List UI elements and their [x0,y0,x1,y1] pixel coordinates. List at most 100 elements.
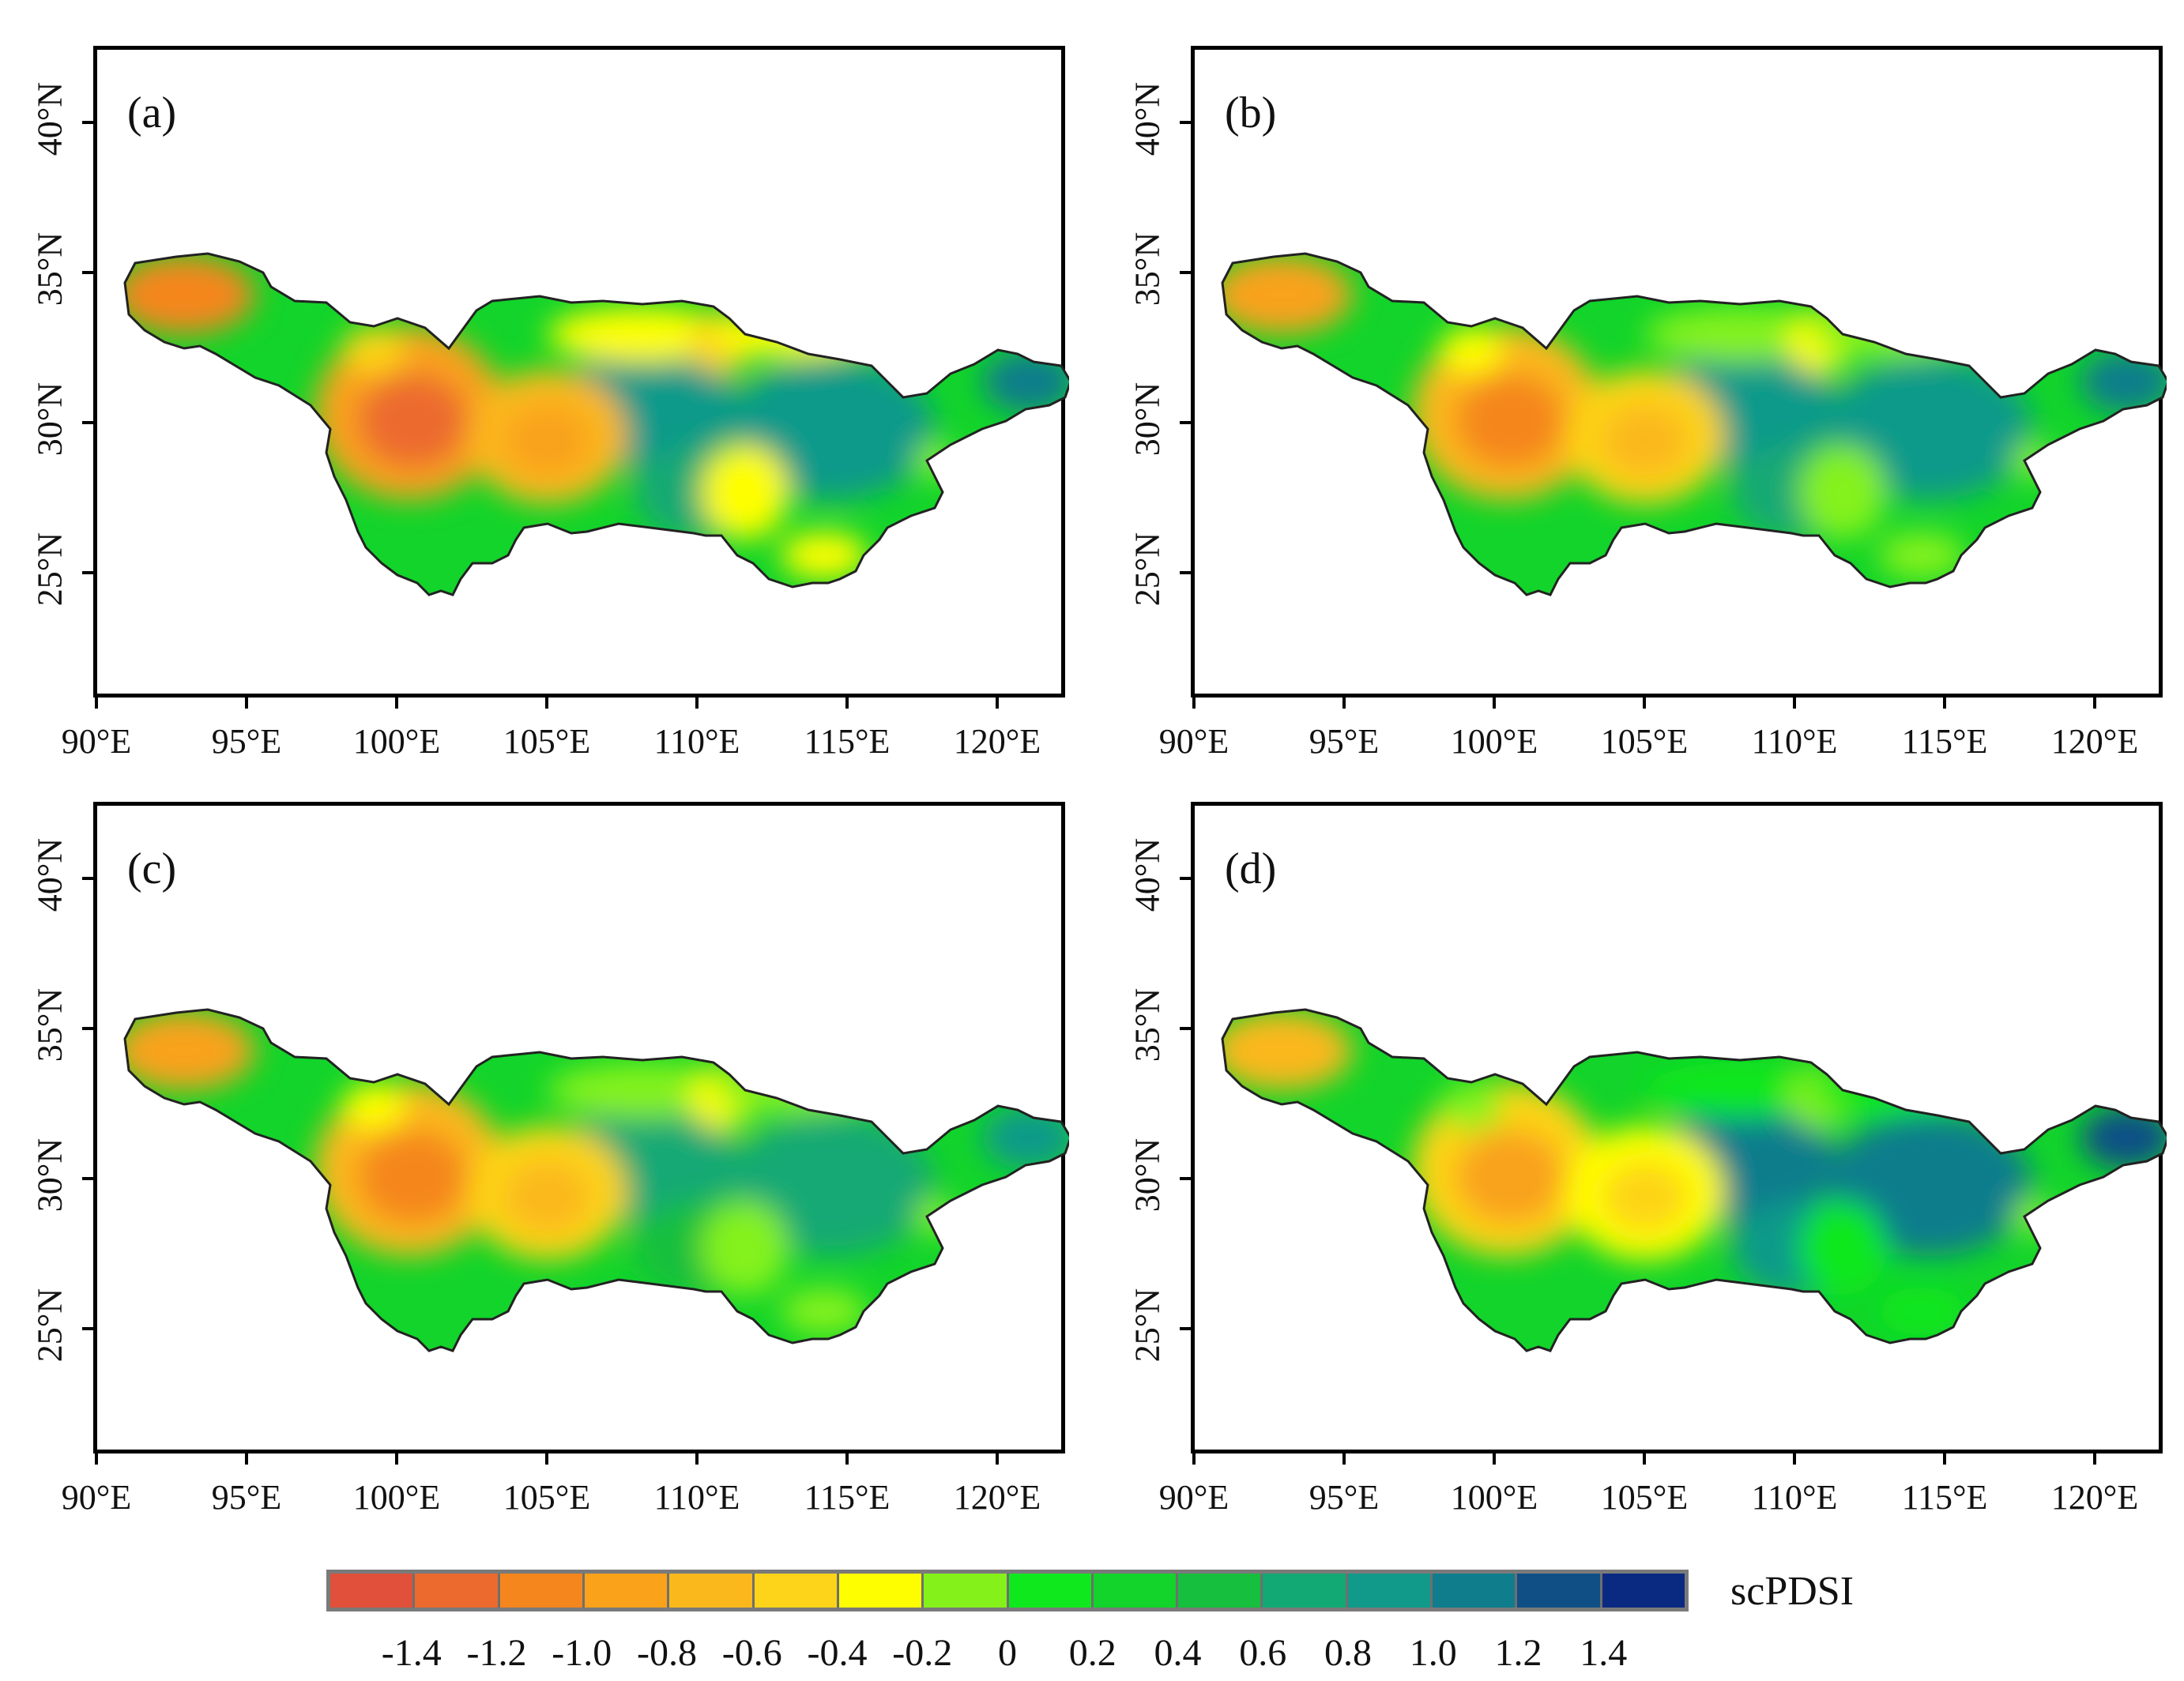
basin-map [123,1008,1069,1352]
lat-tick [82,1027,93,1030]
lon-label: 105°E [1600,722,1689,761]
lon-label: 95°E [1309,1478,1380,1517]
lon-tick [1643,698,1646,709]
lon-tick [1643,1453,1646,1465]
lat-tick [1180,877,1191,880]
lon-tick [1192,1453,1196,1465]
map-frame: (b) [1191,46,2167,698]
dry-region [702,1201,789,1296]
legend-swatch [754,1574,839,1608]
lat-tick [82,877,93,880]
panel-label: (b) [1225,88,1277,137]
legend-swatch [1602,1574,1685,1608]
legend-tick-label: -0.2 [892,1632,953,1674]
legend-tick-label: -1.2 [466,1632,527,1674]
lon-label: 115°E [804,1478,891,1517]
lat-tick [82,571,93,574]
lon-tick [1943,1453,1946,1465]
legend-swatch [499,1574,585,1608]
legend-swatch [415,1574,500,1608]
lat-tick [1180,421,1191,424]
lat-tick [1180,271,1191,274]
lon-label: 115°E [1901,1478,1988,1517]
basin-map [1221,252,2167,596]
dry-region [702,445,789,540]
lon-tick [1793,1453,1796,1465]
lat-tick [1180,571,1191,574]
legend-tick-label: -0.4 [807,1632,868,1674]
dry-region [1440,1082,1503,1130]
legend-tick-label: -1.0 [552,1632,612,1674]
legend-swatch [1433,1574,1518,1608]
lon-label: 100°E [352,1478,441,1517]
lon-tick [95,698,98,709]
lon-label: 100°E [352,722,441,761]
legend-swatch [838,1574,924,1608]
basin-map [1221,1008,2167,1352]
lon-label: 115°E [804,722,891,761]
wet-region [1827,1114,2032,1256]
wet-region [729,1114,935,1256]
dry-region [358,1130,469,1224]
dry-region [358,374,469,468]
legend-title: scPDSI [1730,1569,1855,1614]
lon-tick [395,698,398,709]
lon-tick [1493,698,1496,709]
lat-tick [82,271,93,274]
lon-tick [996,1453,999,1465]
lon-label: 95°E [211,722,282,761]
lon-label: 90°E [61,722,132,761]
lon-tick [245,1453,248,1465]
lon-tick [95,1453,98,1465]
lon-tick [1493,1453,1496,1465]
lon-label: 105°E [503,1478,591,1517]
lat-tick [1180,1327,1191,1330]
lat-label: 30°N [1128,1138,1167,1213]
legend-swatch [1093,1574,1179,1608]
dry-region [1602,405,1689,476]
legend-tick-label: -0.8 [637,1632,697,1674]
lon-label: 90°E [1158,722,1229,761]
dry-region [1455,1130,1566,1224]
dry-region [1811,1066,1969,1114]
lon-tick [845,698,849,709]
legend-swatch [924,1574,1009,1608]
map-frame: (a) [93,46,1069,698]
lon-label: 120°E [2050,722,2139,761]
legend-tick-label: 0.8 [1324,1632,1372,1674]
legend-swatch [1517,1574,1602,1608]
lon-tick [395,1453,398,1465]
lon-label: 110°E [653,722,740,761]
dry-region [1878,532,1965,579]
lon-label: 105°E [503,722,591,761]
dry-region [504,405,591,476]
lat-label: 40°N [1128,837,1167,912]
panel-label: (c) [127,844,177,893]
map-frame: (c) [93,802,1069,1453]
lat-label: 30°N [1128,382,1167,457]
lon-tick [2093,1453,2096,1465]
dry-region [714,1066,872,1114]
lon-label: 115°E [1901,722,1988,761]
dry-region [1811,310,1969,358]
dry-region [1878,1288,1965,1335]
lon-tick [996,698,999,709]
basin-map [123,252,1069,596]
dry-region [714,310,872,358]
basin-outline [123,252,1069,596]
lon-tick [545,1453,548,1465]
lon-tick [845,1453,849,1465]
basin-outline [1221,252,2167,596]
dry-region [1455,374,1566,468]
lon-label: 120°E [953,722,1041,761]
lon-tick [695,698,699,709]
lat-label: 35°N [30,987,70,1062]
lat-tick [82,1327,93,1330]
legend-tick-label: -0.6 [721,1632,782,1674]
lon-label: 120°E [2050,1478,2139,1517]
legend-swatch [1008,1574,1094,1608]
lat-label: 40°N [1128,81,1167,156]
lat-label: 25°N [1128,1288,1167,1363]
dry-region [1222,1011,1353,1090]
legend-tick-label: 1.2 [1494,1632,1542,1674]
